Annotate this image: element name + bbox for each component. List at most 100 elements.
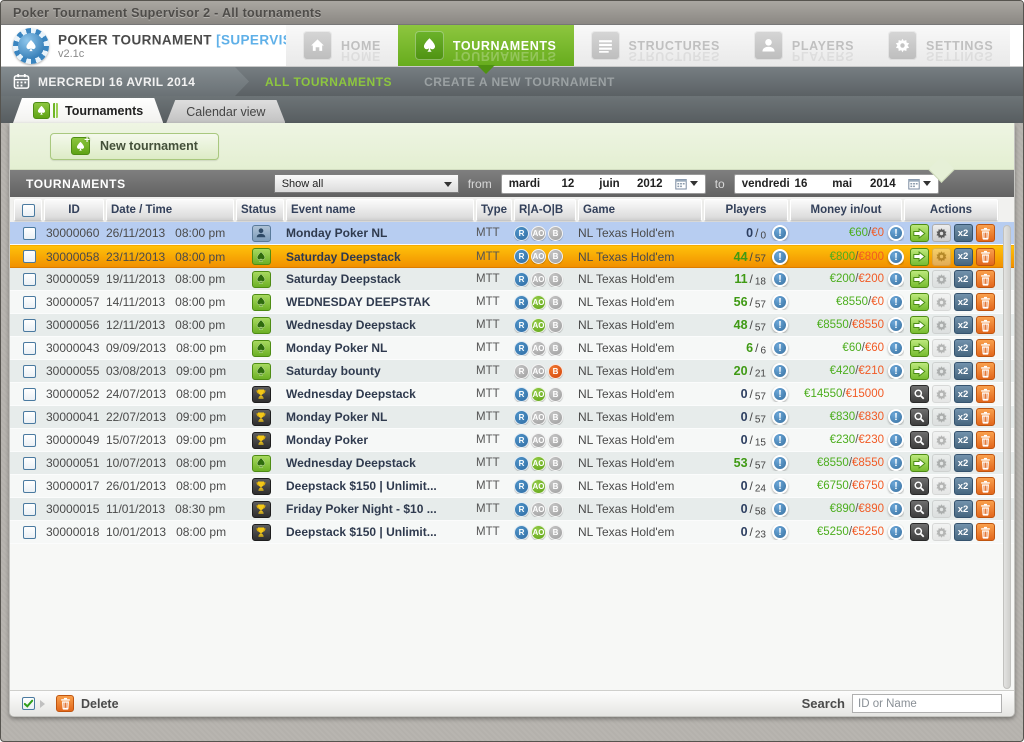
- money-alert-icon[interactable]: !: [888, 363, 904, 379]
- table-row[interactable]: 30000056 12/11/2013 08:00 pm Wednesday De…: [10, 314, 1014, 337]
- nav-item-tournaments[interactable]: TOURNAMENTS TOURNAMENTS: [397, 25, 574, 74]
- table-row[interactable]: 30000059 19/11/2013 08:00 pm Saturday Dee…: [10, 268, 1014, 291]
- delete-row-button[interactable]: [975, 431, 995, 449]
- tournament-settings-button[interactable]: [931, 316, 951, 334]
- trash-icon[interactable]: [56, 695, 74, 712]
- search-input[interactable]: [852, 694, 1002, 713]
- table-row[interactable]: 30000051 10/07/2013 08:00 pm Wednesday De…: [10, 452, 1014, 475]
- duplicate-button[interactable]: x2: [953, 385, 973, 403]
- row-checkbox[interactable]: [22, 295, 36, 309]
- delete-row-button[interactable]: [975, 316, 995, 334]
- row-checkbox[interactable]: [22, 525, 36, 539]
- tournament-settings-button[interactable]: [931, 523, 951, 541]
- duplicate-button[interactable]: x2: [953, 224, 973, 242]
- players-alert-icon[interactable]: !: [772, 432, 788, 448]
- delete-row-button[interactable]: [975, 270, 995, 288]
- duplicate-button[interactable]: x2: [953, 293, 973, 311]
- caret-right-icon[interactable]: [40, 699, 49, 708]
- open-tournament-button[interactable]: [909, 270, 929, 288]
- players-alert-icon[interactable]: !: [772, 271, 788, 287]
- row-checkbox[interactable]: [22, 456, 36, 470]
- duplicate-button[interactable]: x2: [953, 500, 973, 518]
- open-tournament-button[interactable]: [909, 224, 929, 242]
- duplicate-button[interactable]: x2: [953, 477, 973, 495]
- tournament-settings-button[interactable]: [931, 247, 951, 266]
- players-alert-icon[interactable]: !: [772, 501, 788, 517]
- tournament-settings-button[interactable]: [931, 431, 951, 449]
- table-row[interactable]: 30000041 22/07/2013 09:00 pm Monday Poker…: [10, 406, 1014, 429]
- delete-row-button[interactable]: [975, 523, 995, 541]
- players-alert-icon[interactable]: !: [772, 294, 788, 310]
- tournament-settings-button[interactable]: [931, 224, 951, 242]
- table-row[interactable]: 30000043 09/09/2013 08:00 pm Monday Poker…: [10, 337, 1014, 360]
- table-row[interactable]: 30000058 23/11/2013 08:00 pm Saturday Dee…: [10, 245, 1014, 268]
- column-header-type[interactable]: Type: [476, 199, 512, 221]
- players-alert-icon[interactable]: !: [772, 317, 788, 333]
- from-date-picker[interactable]: mardi 12 juin 2012: [500, 173, 706, 194]
- row-checkbox[interactable]: [22, 502, 36, 516]
- open-tournament-button[interactable]: [909, 339, 929, 357]
- column-header-actions[interactable]: Actions: [904, 199, 998, 221]
- open-tournament-button[interactable]: [909, 431, 929, 449]
- row-checkbox[interactable]: [22, 433, 36, 447]
- players-alert-icon[interactable]: !: [772, 478, 788, 494]
- money-alert-icon[interactable]: !: [888, 317, 904, 333]
- open-tournament-button[interactable]: [909, 316, 929, 334]
- table-row[interactable]: 30000052 24/07/2013 08:00 pm Wednesday De…: [10, 383, 1014, 406]
- open-tournament-button[interactable]: [909, 523, 929, 541]
- row-checkbox[interactable]: [22, 364, 36, 378]
- window-titlebar[interactable]: Poker Tournament Supervisor 2 - All tour…: [1, 1, 1023, 25]
- row-checkbox[interactable]: [22, 387, 36, 401]
- tab-tournaments[interactable]: Tournaments: [13, 98, 163, 123]
- to-date-picker[interactable]: vendredi 16 mai 2014: [733, 173, 939, 194]
- delete-row-button[interactable]: [975, 408, 995, 426]
- all-tournaments-link[interactable]: ALL TOURNAMENTS: [265, 74, 393, 89]
- row-checkbox[interactable]: [22, 318, 36, 332]
- delete-row-button[interactable]: [975, 224, 995, 242]
- column-header-players[interactable]: Players: [704, 199, 788, 221]
- duplicate-button[interactable]: x2: [953, 362, 973, 380]
- vertical-scrollbar[interactable]: [1003, 225, 1011, 689]
- players-alert-icon[interactable]: !: [772, 340, 788, 356]
- money-alert-icon[interactable]: !: [888, 225, 904, 241]
- money-alert-icon[interactable]: !: [888, 432, 904, 448]
- players-alert-icon[interactable]: !: [772, 455, 788, 471]
- delete-row-button[interactable]: [975, 362, 995, 380]
- delete-row-button[interactable]: [975, 477, 995, 495]
- nav-item-structures[interactable]: STRUCTURES STRUCTURES: [574, 25, 737, 66]
- table-row[interactable]: 30000015 11/01/2013 08:30 pm Friday Poker…: [10, 498, 1014, 521]
- money-alert-icon[interactable]: !: [888, 524, 904, 540]
- duplicate-button[interactable]: x2: [953, 523, 973, 541]
- tournament-settings-button[interactable]: [931, 454, 951, 472]
- players-alert-icon[interactable]: !: [772, 524, 788, 540]
- tournament-settings-button[interactable]: [931, 500, 951, 518]
- table-row[interactable]: 30000049 15/07/2013 09:00 pm Monday Poker…: [10, 429, 1014, 452]
- select-all-checkbox[interactable]: [21, 203, 35, 217]
- open-tournament-button[interactable]: [909, 454, 929, 472]
- money-alert-icon[interactable]: !: [888, 455, 904, 471]
- money-alert-icon[interactable]: !: [888, 409, 904, 425]
- tournament-settings-button[interactable]: [931, 339, 951, 357]
- nav-item-settings[interactable]: SETTINGS SETTINGS: [871, 25, 1010, 66]
- column-header-game[interactable]: Game: [578, 199, 702, 221]
- duplicate-button[interactable]: x2: [953, 454, 973, 472]
- duplicate-button[interactable]: x2: [953, 316, 973, 334]
- delete-row-button[interactable]: [975, 293, 995, 311]
- delete-row-button[interactable]: [975, 500, 995, 518]
- players-alert-icon[interactable]: !: [772, 248, 788, 265]
- table-row[interactable]: 30000057 14/11/2013 08:00 pm WEDNESDAY DE…: [10, 291, 1014, 314]
- delete-button[interactable]: Delete: [81, 696, 119, 711]
- money-alert-icon[interactable]: !: [888, 248, 904, 265]
- create-tournament-link[interactable]: CREATE A NEW TOURNAMENT: [424, 74, 615, 89]
- row-checkbox[interactable]: [22, 250, 36, 263]
- duplicate-button[interactable]: x2: [953, 247, 973, 266]
- players-alert-icon[interactable]: !: [772, 409, 788, 425]
- row-checkbox[interactable]: [22, 226, 36, 240]
- money-alert-icon[interactable]: !: [888, 501, 904, 517]
- new-tournament-button[interactable]: + New tournament: [50, 132, 219, 160]
- delete-row-button[interactable]: [975, 339, 995, 357]
- money-alert-icon[interactable]: !: [888, 294, 904, 310]
- tournament-settings-button[interactable]: [931, 270, 951, 288]
- table-row[interactable]: 30000060 26/11/2013 08:00 pm Monday Poker…: [10, 222, 1014, 245]
- open-tournament-button[interactable]: [909, 408, 929, 426]
